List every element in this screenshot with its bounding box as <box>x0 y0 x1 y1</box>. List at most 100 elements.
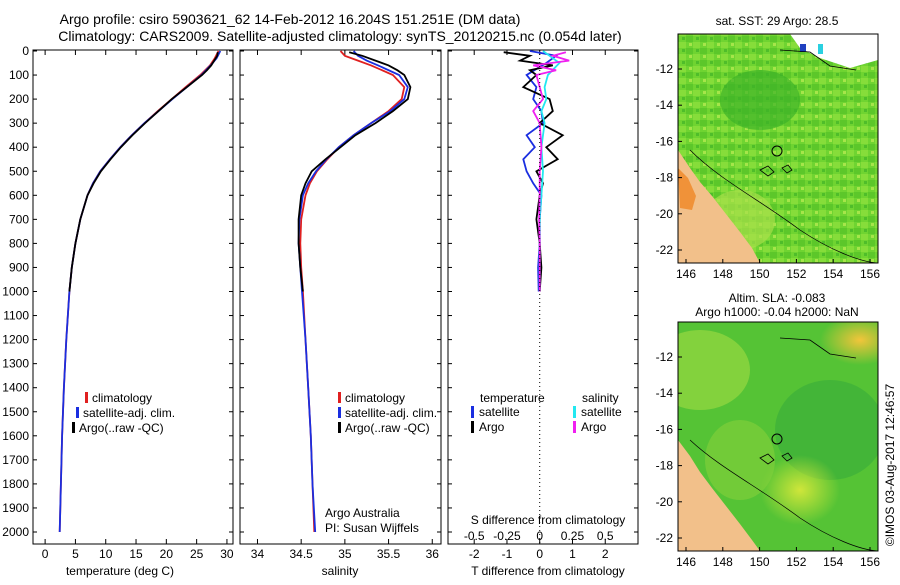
legend3-s-sat: satellite <box>581 405 622 419</box>
depth-tick-label: 900 <box>9 260 29 274</box>
temperature-tick-label: 25 <box>190 547 204 561</box>
salinity-tick-label: 34 <box>251 547 265 561</box>
s-diff-tick-label: -0.5 <box>464 529 485 543</box>
legend2-satellite: satellite-adj. clim. <box>345 406 437 420</box>
difference-panel <box>447 49 639 545</box>
map-lat-label: -16 <box>656 422 674 436</box>
map-lat-label: -12 <box>656 350 674 364</box>
t-difference-axis-label: T difference from climatology <box>471 564 625 578</box>
depth-axis: 0 100 200 300 400 500 600 700 800 900 1000 1100 1200… <box>2 44 638 539</box>
depth-tick-label: 1300 <box>2 357 29 371</box>
sla-blob-5 <box>705 420 775 500</box>
salinity-series-1 <box>297 50 409 533</box>
depth-tick-label: 1100 <box>3 309 29 323</box>
depth-tick-label: 1500 <box>2 405 29 419</box>
x-axis-ticks: 0 5 10 15 20 25 30 34 34.5 35 35.5 36 -2 -1 0 1 2 -0.5 -0.… <box>42 50 614 561</box>
map-lat-label: -18 <box>656 459 674 473</box>
map-lat-label: -16 <box>656 134 674 148</box>
temperature-series-1 <box>58 50 222 533</box>
legend-climatology-swatch <box>85 392 88 403</box>
depth-tick-label: 400 <box>9 140 29 154</box>
map-lon-label: 150 <box>750 267 770 281</box>
depth-tick-label: 600 <box>9 188 29 202</box>
figure-title-line1: Argo profile: csiro 5903621_62 14-Feb-20… <box>60 11 521 27</box>
legend2-argo: Argo(..raw -QC) <box>345 421 430 435</box>
legend2-climatology-swatch <box>338 392 341 403</box>
sla-blob-4 <box>820 322 878 365</box>
map-lat-label: -22 <box>656 531 674 545</box>
sla-reef-contour <box>689 439 878 551</box>
map-lat-label: -12 <box>656 62 674 76</box>
figure-title-line2: Climatology: CARS2009. Satellite-adjuste… <box>58 28 621 44</box>
sst-reef-2 <box>781 164 793 174</box>
t-diff-tick-label: -2 <box>469 547 480 561</box>
map-lat-label: -20 <box>656 207 674 221</box>
salinity-legend: climatology satellite-adj. clim. Argo(..… <box>338 391 437 435</box>
temperature-tick-label: 5 <box>72 547 79 561</box>
sla-blob-1 <box>678 330 750 410</box>
salinity-tick-label: 35 <box>338 547 352 561</box>
map-lon-label: 148 <box>713 555 733 569</box>
sst-reef-contour <box>689 149 878 263</box>
map-lat-label: -14 <box>656 386 674 400</box>
difference-series-2 <box>538 50 561 292</box>
difference-series-1 <box>503 51 565 292</box>
temperature-legend: climatology satellite-adj. clim. Argo(..… <box>72 391 175 435</box>
map-lon-label: 146 <box>676 555 696 569</box>
s-diff-tick-label: 0 <box>536 529 543 543</box>
t-diff-tick-label: 0 <box>536 547 543 561</box>
temperature-panel <box>32 49 234 545</box>
s-diff-tick-label: 0.5 <box>597 529 614 543</box>
temperature-tick-label: 15 <box>129 547 143 561</box>
salinity-tick-label: 35.5 <box>377 547 401 561</box>
sst-argo-location <box>771 145 783 157</box>
map-lon-label: 156 <box>860 555 880 569</box>
temperature-tick-label: 30 <box>220 547 234 561</box>
map-lat-label: -22 <box>656 243 674 257</box>
salinity-tick-label: 34.5 <box>289 547 313 561</box>
legend2-satellite-swatch <box>338 407 341 418</box>
sst-cold-pixel-2 <box>818 44 823 54</box>
depth-tick-label: 0 <box>22 44 29 58</box>
sla-map <box>678 322 878 551</box>
sla-blob-2 <box>775 380 878 480</box>
map-lon-label: 148 <box>713 267 733 281</box>
sla-land-queensland <box>678 440 760 551</box>
map-lon-label: 156 <box>860 267 880 281</box>
sla-map-frame <box>677 321 879 552</box>
s-difference-axis-label: S difference from climatology <box>471 513 626 527</box>
legend3-salinity: salinity <box>582 391 619 405</box>
salinity-series-2 <box>297 51 412 292</box>
depth-tick-label: 1800 <box>2 477 29 491</box>
s-diff-tick-label: -0.25 <box>493 529 521 543</box>
sst-map-title: sat. SST: 29 Argo: 28.5 <box>716 14 839 28</box>
map-lon-label: 150 <box>750 555 770 569</box>
legend3-temperature: temperature <box>480 391 545 405</box>
map-lon-label: 154 <box>823 267 843 281</box>
depth-tick-label: 700 <box>9 212 29 226</box>
temperature-tick-label: 10 <box>99 547 113 561</box>
depth-tick-label: 1200 <box>2 333 29 347</box>
salinity-axis-label: salinity <box>322 564 359 578</box>
depth-tick-label: 500 <box>9 164 29 178</box>
depth-tick-label: 200 <box>9 92 29 106</box>
sst-map-frame <box>677 33 879 264</box>
sst-land-queensland <box>678 150 760 263</box>
map-lon-label: 152 <box>786 555 806 569</box>
temperature-axis-label: temperature (deg C) <box>66 564 174 578</box>
depth-tick-label: 1700 <box>2 453 29 467</box>
legend3-s-argo: Argo <box>581 420 607 434</box>
salinity-tick-label: 36 <box>426 547 440 561</box>
difference-legend: temperature salinity satellite Argo sate… <box>471 391 622 434</box>
sst-cool-patch <box>720 70 800 130</box>
temperature-tick-label: 20 <box>160 547 174 561</box>
depth-tick-label: 1600 <box>2 429 29 443</box>
map-lat-label: -18 <box>656 171 674 185</box>
sla-reef-1 <box>759 453 775 465</box>
depth-tick-label: 800 <box>9 236 29 250</box>
legend-argo-swatch <box>72 422 75 433</box>
legend3-t-argo-swatch <box>471 421 474 433</box>
depth-tick-label: 300 <box>9 116 29 130</box>
legend-argo: Argo(..raw -QC) <box>79 421 164 435</box>
depth-tick-label: 1900 <box>2 501 29 515</box>
